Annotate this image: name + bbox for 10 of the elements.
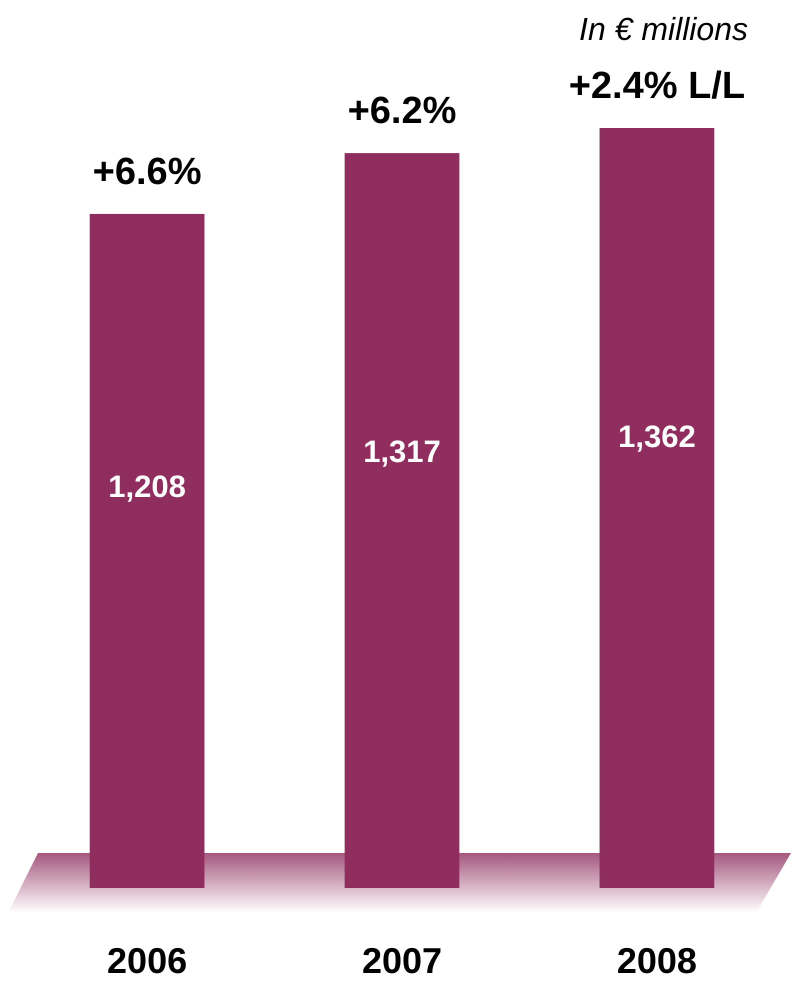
data-label: 1,208 <box>108 469 186 504</box>
annotation: +6.6% <box>92 150 202 193</box>
data-label: 1,362 <box>618 419 696 454</box>
annotation: +6.2% <box>348 90 456 132</box>
x-tick-label: 2006 <box>107 940 188 981</box>
x-tick-label: 2008 <box>616 940 697 981</box>
data-label: 1,317 <box>363 434 441 469</box>
text: +2.4% L/L <box>568 65 746 107</box>
x-tick-label: 2007 <box>362 940 442 981</box>
chart-subtitle: In € millions <box>579 11 748 47</box>
